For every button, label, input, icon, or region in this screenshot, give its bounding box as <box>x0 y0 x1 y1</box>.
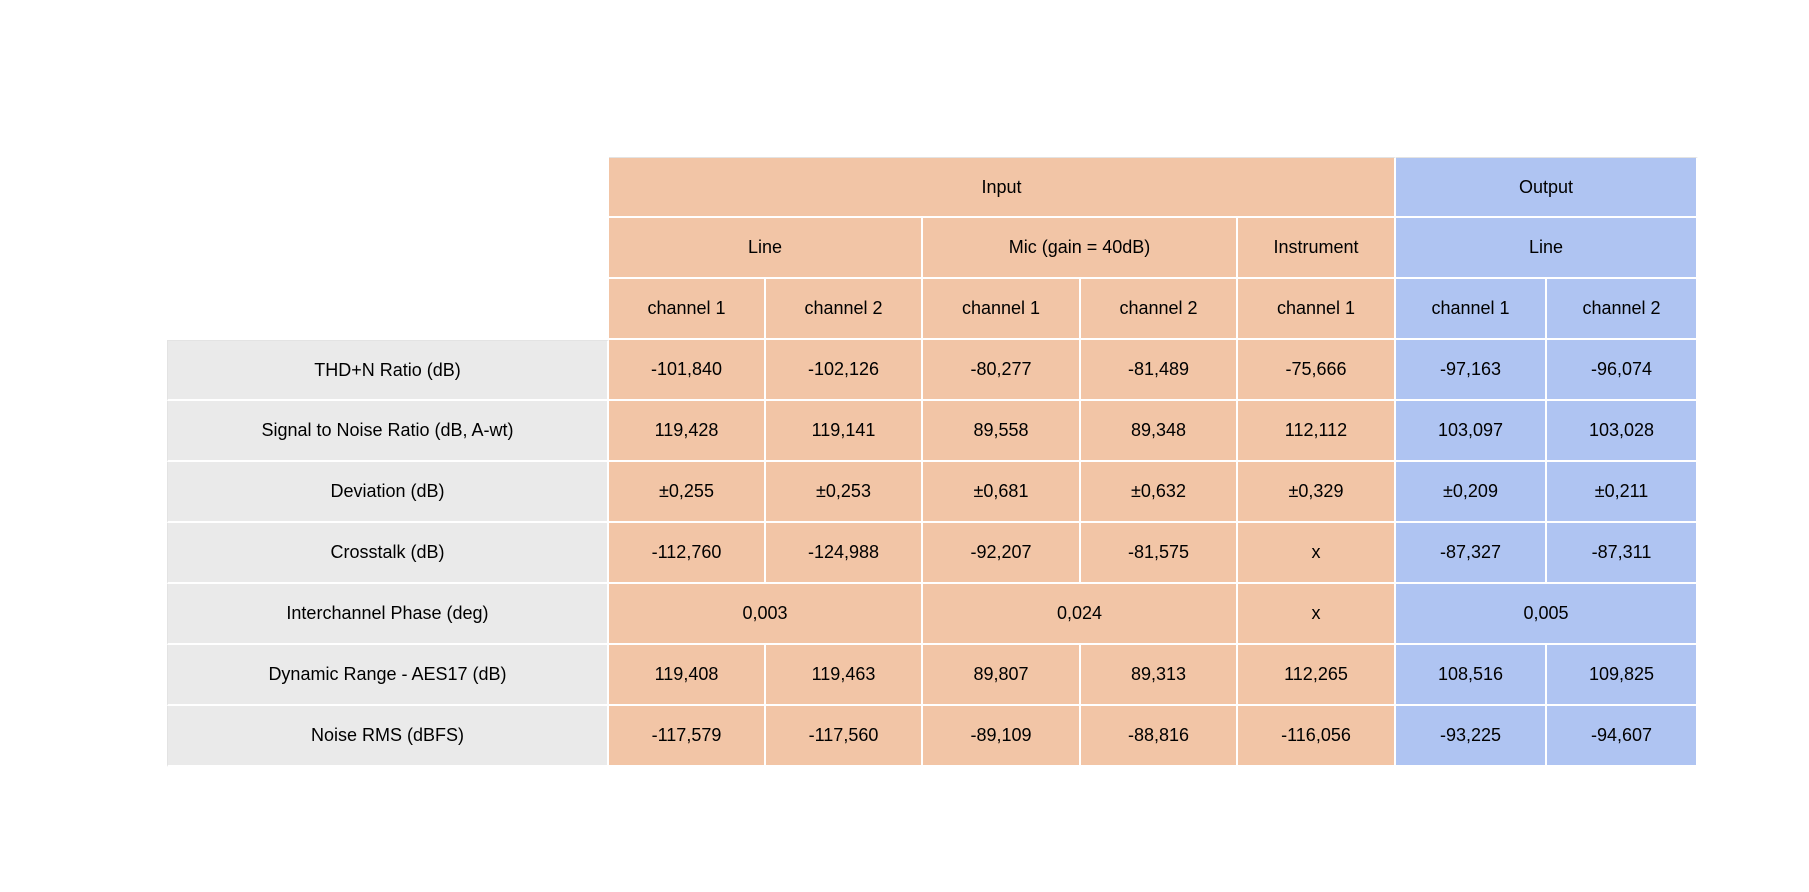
data-cell: 108,516 <box>1396 645 1547 706</box>
data-cell: 112,265 <box>1238 645 1396 706</box>
data-cell: 103,028 <box>1547 401 1698 462</box>
group-header-mic: Mic (gain = 40dB) <box>923 218 1238 279</box>
data-cell: -75,666 <box>1238 340 1396 401</box>
channel-header: channel 1 <box>609 279 766 340</box>
group-header-instrument: Instrument <box>1238 218 1396 279</box>
data-cell: -117,579 <box>609 706 766 767</box>
data-cell: -81,575 <box>1081 523 1238 584</box>
data-cell: -97,163 <box>1396 340 1547 401</box>
group-header-line-input: Line <box>609 218 923 279</box>
data-cell: 119,463 <box>766 645 923 706</box>
data-cell-merged: 0,005 <box>1396 584 1698 645</box>
table-row-deviation: Deviation (dB) ±0,255 ±0,253 ±0,681 ±0,6… <box>167 462 1698 523</box>
data-cell: 119,428 <box>609 401 766 462</box>
data-cell: -94,607 <box>1547 706 1698 767</box>
header-row-sections: Input Output <box>167 157 1698 340</box>
channel-header: channel 2 <box>1081 279 1238 340</box>
data-cell: -101,840 <box>609 340 766 401</box>
data-cell: -102,126 <box>766 340 923 401</box>
data-cell: x <box>1238 584 1396 645</box>
channel-header: channel 2 <box>766 279 923 340</box>
data-cell: 89,313 <box>1081 645 1238 706</box>
group-header-line-output: Line <box>1396 218 1698 279</box>
data-cell: 89,807 <box>923 645 1081 706</box>
data-cell: x <box>1238 523 1396 584</box>
data-cell: ±0,632 <box>1081 462 1238 523</box>
row-label: THD+N Ratio (dB) <box>167 340 609 401</box>
channel-header: channel 1 <box>1396 279 1547 340</box>
data-cell: -88,816 <box>1081 706 1238 767</box>
data-cell: 112,112 <box>1238 401 1396 462</box>
channel-header: channel 2 <box>1547 279 1698 340</box>
data-cell-merged: 0,003 <box>609 584 923 645</box>
row-label: Noise RMS (dBFS) <box>167 706 609 767</box>
data-cell: 103,097 <box>1396 401 1547 462</box>
data-cell: 89,348 <box>1081 401 1238 462</box>
table-row-dynamic-range: Dynamic Range - AES17 (dB) 119,408 119,4… <box>167 645 1698 706</box>
col-header-input: Input <box>609 157 1396 218</box>
table-row-interchannel-phase: Interchannel Phase (deg) 0,003 0,024 x 0… <box>167 584 1698 645</box>
data-cell-merged: 0,024 <box>923 584 1238 645</box>
data-cell: ±0,255 <box>609 462 766 523</box>
data-cell: 109,825 <box>1547 645 1698 706</box>
data-cell: ±0,253 <box>766 462 923 523</box>
channel-header: channel 1 <box>923 279 1081 340</box>
row-label: Dynamic Range - AES17 (dB) <box>167 645 609 706</box>
row-label: Deviation (dB) <box>167 462 609 523</box>
data-cell: -117,560 <box>766 706 923 767</box>
data-cell: ±0,681 <box>923 462 1081 523</box>
audio-measurements-table: Input Output Line Mic (gain = 40dB) Inst… <box>167 157 1698 767</box>
data-cell: -89,109 <box>923 706 1081 767</box>
data-cell: 119,141 <box>766 401 923 462</box>
row-label: Interchannel Phase (deg) <box>167 584 609 645</box>
data-cell: ±0,329 <box>1238 462 1396 523</box>
data-cell: -93,225 <box>1396 706 1547 767</box>
data-cell: -80,277 <box>923 340 1081 401</box>
data-cell: -112,760 <box>609 523 766 584</box>
data-cell: 119,408 <box>609 645 766 706</box>
data-cell: -96,074 <box>1547 340 1698 401</box>
header-row-groups: Line Mic (gain = 40dB) Instrument Line <box>167 218 1698 279</box>
header-row-channels: channel 1 channel 2 channel 1 channel 2 … <box>167 279 1698 340</box>
channel-header: channel 1 <box>1238 279 1396 340</box>
corner-spacer <box>167 157 609 340</box>
data-cell: 89,558 <box>923 401 1081 462</box>
data-cell: -87,327 <box>1396 523 1547 584</box>
table-row-crosstalk: Crosstalk (dB) -112,760 -124,988 -92,207… <box>167 523 1698 584</box>
table-row-snr: Signal to Noise Ratio (dB, A-wt) 119,428… <box>167 401 1698 462</box>
data-cell: -124,988 <box>766 523 923 584</box>
data-cell: ±0,209 <box>1396 462 1547 523</box>
row-label: Crosstalk (dB) <box>167 523 609 584</box>
data-cell: -116,056 <box>1238 706 1396 767</box>
data-cell: -81,489 <box>1081 340 1238 401</box>
data-cell: -87,311 <box>1547 523 1698 584</box>
measurements-table: Input Output Line Mic (gain = 40dB) Inst… <box>167 157 1698 767</box>
table-row-thdn: THD+N Ratio (dB) -101,840 -102,126 -80,2… <box>167 340 1698 401</box>
data-cell: -92,207 <box>923 523 1081 584</box>
row-label: Signal to Noise Ratio (dB, A-wt) <box>167 401 609 462</box>
data-cell: ±0,211 <box>1547 462 1698 523</box>
col-header-output: Output <box>1396 157 1698 218</box>
table-row-noise-rms: Noise RMS (dBFS) -117,579 -117,560 -89,1… <box>167 706 1698 767</box>
